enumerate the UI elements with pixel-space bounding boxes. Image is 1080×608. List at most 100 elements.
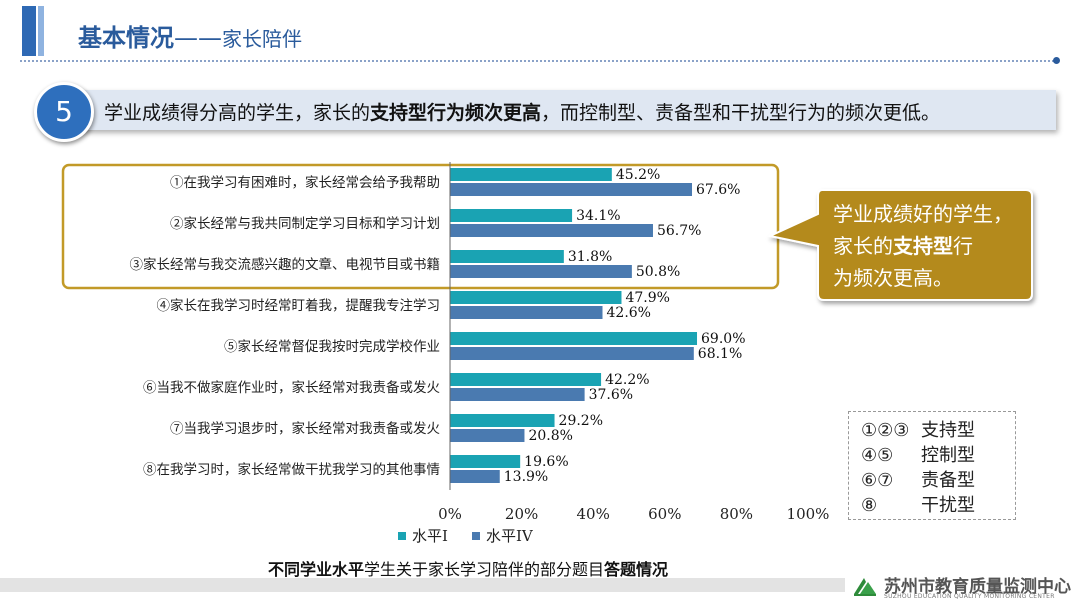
callout-line2-post: 行 — [953, 234, 973, 258]
legend-label-level4: 水平IV — [486, 527, 534, 545]
bar-level4 — [450, 224, 653, 237]
banner-text: 学业成绩得分高的学生，家长的支持型行为频次更高，而控制型、责备型和干扰型行为的频… — [104, 98, 940, 125]
page-title: 基本情况——家长陪伴 — [78, 18, 302, 53]
category-label: ⑦当我学习退步时，家长经常对我责备或发火 — [170, 420, 440, 437]
legend-swatch-level1 — [398, 532, 406, 540]
chart-legend: 水平I 水平IV — [398, 527, 534, 545]
caption-pre: 不同 — [268, 560, 301, 579]
banner-text-bold: 支持型行为频次更高 — [370, 102, 542, 124]
legend-type: 控制型 — [921, 445, 975, 466]
legend-keys: ①②③ — [861, 420, 910, 441]
data-label-level1: 31.8% — [568, 249, 612, 265]
bar-level1 — [450, 209, 573, 222]
divider-end-dot — [1053, 57, 1060, 64]
legend-type: 干扰型 — [921, 495, 975, 516]
caption-bold2: 答题情况 — [604, 560, 669, 579]
legend-keys: ④⑤ — [861, 445, 894, 466]
banner-text-part1: 学业成绩得分高的学生，家长的 — [104, 102, 371, 124]
bar-level1 — [450, 455, 521, 468]
callout-layer — [766, 189, 1033, 301]
data-label-level1: 19.6% — [524, 454, 568, 470]
callout-line2: 家长的支持型行 — [833, 230, 1033, 262]
legend-keys: ⑥⑦ — [861, 470, 894, 491]
footer-bar — [0, 578, 845, 592]
title-accent-bar-light — [38, 6, 44, 56]
title-accent-bar — [22, 6, 36, 56]
data-label-level1: 69.0% — [701, 331, 745, 347]
data-label-level1: 34.1% — [576, 208, 620, 224]
bar-level1 — [450, 250, 564, 263]
x-tick-label: 60% — [648, 505, 681, 523]
data-label-level4: 56.7% — [657, 223, 701, 239]
page-title-main: 基本情况 — [78, 24, 174, 52]
category-label: ①在我学习有困难时，家长经常会给予我帮助 — [170, 174, 440, 191]
callout-line2-bold: 支持型 — [893, 234, 953, 258]
page-subtitle: 家长陪伴 — [222, 27, 302, 51]
x-tick-label: 80% — [720, 505, 753, 523]
category-label: ③家长经常与我交流感兴趣的文章、电视节目或书籍 — [130, 256, 441, 273]
data-label-level4: 67.6% — [696, 182, 740, 198]
callout-line2-pre: 家长的 — [833, 234, 893, 258]
data-label-level4: 68.1% — [698, 346, 742, 362]
caption-mid: 学生关于家长学习陪伴的部分题目 — [364, 560, 605, 579]
data-label-level4: 13.9% — [504, 469, 548, 485]
category-label: ⑤家长经常督促我按时完成学校作业 — [224, 338, 440, 355]
callout-line3: 为频次更高。 — [833, 266, 953, 290]
bar-level4 — [450, 429, 525, 442]
title-dash: —— — [174, 24, 222, 52]
behavior-type-legend: ①②③ 支持型 ④⑤ 控制型 ⑥⑦ 责备型 ⑧ 干扰型 — [848, 411, 1016, 520]
caption-bold1: 学业水平 — [300, 560, 365, 579]
bars-layer: 45.2% 67.6% 34.1% 56.7% 31.8% 50.8% 47.9%42.6%… — [450, 167, 746, 485]
title-dotted-divider — [20, 60, 1054, 62]
legend-label-level1: 水平I — [412, 527, 448, 545]
callout-text: 学业成绩好的学生， 家长的支持型行 为频次更高。 — [833, 198, 1033, 294]
legend-keys: ⑧ — [861, 495, 878, 516]
bar-level4 — [450, 265, 632, 278]
bar-level4 — [450, 347, 694, 360]
axis-layer: ①在我学习有困难时，家长经常会给予我帮助 ②家长经常与我共同制定学习目标和学习计划… — [130, 162, 830, 523]
legend-type: 责备型 — [921, 470, 975, 491]
bar-level4 — [450, 183, 693, 196]
category-label: ②家长经常与我共同制定学习目标和学习计划 — [170, 215, 440, 232]
chart-caption: 不同学业水平学生关于家长学习陪伴的部分题目答题情况 — [268, 556, 668, 580]
bar-level1 — [450, 291, 622, 304]
data-label-level1: 29.2% — [559, 413, 603, 429]
bar-level1 — [450, 373, 602, 386]
data-label-level4: 50.8% — [636, 264, 680, 280]
legend-row-support: ①②③ 支持型 — [861, 416, 975, 442]
x-tick-label: 40% — [577, 505, 610, 523]
key-finding-banner: 学业成绩得分高的学生，家长的支持型行为频次更高，而控制型、责备型和干扰型行为的频… — [62, 90, 1056, 130]
footer-org-name: 苏州市教育质量监测中心 — [884, 577, 1071, 597]
data-label-level4: 20.8% — [528, 428, 572, 444]
legend-row-interfere: ⑧ 干扰型 — [861, 491, 975, 517]
category-label: ⑧在我学习时，家长经常做干扰我学习的其他事情 — [143, 461, 440, 478]
x-tick-label: 100% — [787, 505, 830, 523]
legend-swatch-level4 — [472, 532, 480, 540]
data-label-level1: 42.2% — [605, 372, 649, 388]
highlight-layer — [61, 163, 780, 290]
bar-level1 — [450, 168, 612, 181]
legend-row-blame: ⑥⑦ 责备型 — [861, 466, 975, 492]
callout-bubble — [766, 189, 1033, 301]
data-label-level1: 45.2% — [616, 167, 660, 183]
banner-text-part2: ，而控制型、责备型和干扰型行为的频次更低。 — [541, 102, 941, 124]
data-label-level4: 37.6% — [589, 387, 633, 403]
footer-org-english: SUZHOU EDUCATION QUALITY MONITORING CENT… — [884, 593, 1055, 600]
bar-level4 — [450, 388, 585, 401]
category-label: ⑥当我不做家庭作业时，家长经常对我责备或发火 — [143, 379, 440, 396]
x-tick-label: 0% — [438, 505, 462, 523]
legend-row-control: ④⑤ 控制型 — [861, 441, 975, 467]
data-label-level4: 42.6% — [607, 305, 651, 321]
legend-type: 支持型 — [921, 420, 975, 441]
category-label: ④家长在我学习时经常盯着我，提醒我专注学习 — [157, 297, 441, 314]
bar-level4 — [450, 306, 603, 319]
bar-level4 — [450, 470, 500, 483]
bar-level1 — [450, 414, 555, 427]
finding-number-badge: 5 — [34, 82, 94, 142]
support-type-highlight-box — [61, 163, 780, 290]
data-label-level1: 47.9% — [625, 290, 669, 306]
callout-line1: 学业成绩好的学生， — [833, 202, 1013, 226]
x-tick-label: 20% — [505, 505, 538, 523]
org-logo-icon — [854, 578, 876, 596]
